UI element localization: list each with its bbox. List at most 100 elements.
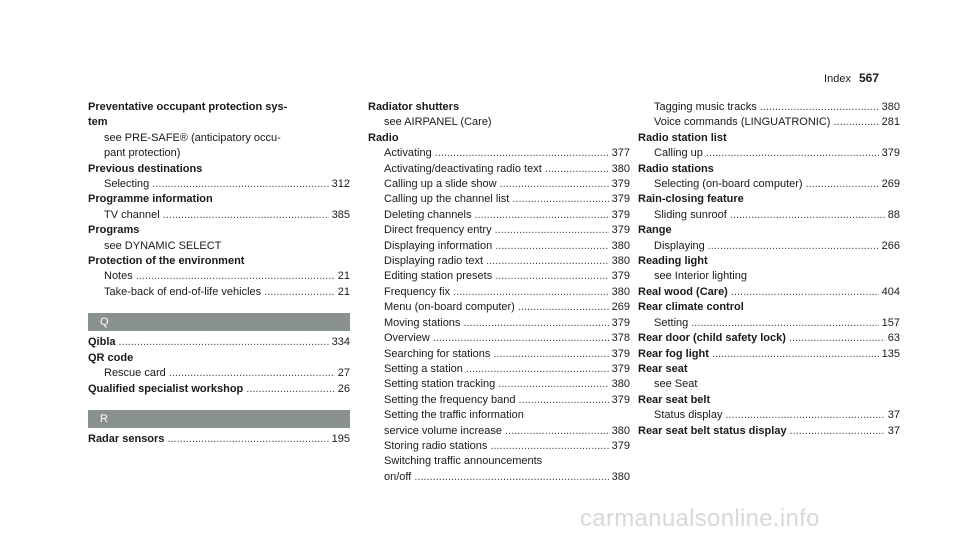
dot-leader xyxy=(466,362,609,377)
page-reference[interactable]: 37 xyxy=(887,409,900,422)
index-entry: Rain-closing feature xyxy=(638,192,900,207)
entry-text: Editing station presets xyxy=(384,270,493,283)
page-reference[interactable]: 27 xyxy=(337,367,350,380)
index-column-1: Preventative occupant protection sys-tem… xyxy=(88,100,350,447)
page-reference[interactable]: 266 xyxy=(881,239,900,252)
page-reference[interactable]: 281 xyxy=(881,116,900,129)
page-reference[interactable]: 380 xyxy=(611,424,630,437)
page-reference[interactable]: 88 xyxy=(887,208,900,221)
entry-text: Radiator shutters xyxy=(368,101,460,113)
page-reference[interactable]: 378 xyxy=(611,332,630,345)
entry-text: Rear seat belt status display xyxy=(638,424,787,437)
page-reference[interactable]: 380 xyxy=(611,162,630,175)
page-reference[interactable]: 380 xyxy=(611,378,630,391)
entry-text: Range xyxy=(638,224,672,237)
index-subentry: Calling up 379 xyxy=(638,146,900,161)
page-reference[interactable]: 312 xyxy=(331,178,350,191)
index-subentry: on/off 380 xyxy=(368,470,630,485)
page-reference[interactable]: 379 xyxy=(611,439,630,452)
page-reference[interactable]: 379 xyxy=(611,208,630,221)
page-reference[interactable]: 380 xyxy=(611,239,630,252)
index-subentry: Storing radio stations 379 xyxy=(368,439,630,454)
page-reference[interactable]: 377 xyxy=(611,147,630,160)
entry-text: see Interior lighting xyxy=(654,270,747,283)
dot-leader xyxy=(760,100,879,115)
index-label: Index xyxy=(824,73,851,85)
index-entry: Preventative occupant protection sys- xyxy=(88,100,350,115)
index-entry: Radar sensors 195 xyxy=(88,432,350,447)
entry-text: see PRE-SAFE® (anticipatory occu- xyxy=(104,131,281,144)
page-number: 567 xyxy=(858,71,879,85)
section-header: Q xyxy=(88,313,350,332)
index-entry: Qibla 334 xyxy=(88,335,350,350)
index-subentry: Deleting channels 379 xyxy=(368,208,630,223)
page-reference[interactable]: 379 xyxy=(611,362,630,375)
index-subentry: Setting the traffic information xyxy=(368,408,630,423)
page-reference[interactable]: 385 xyxy=(331,208,350,221)
page-reference[interactable]: 157 xyxy=(881,316,900,329)
page-reference[interactable]: 379 xyxy=(611,270,630,283)
page-reference[interactable]: 379 xyxy=(611,393,630,406)
index-entry: tem xyxy=(88,115,350,130)
index-subentry: Displaying 266 xyxy=(638,239,900,254)
page-reference[interactable]: 379 xyxy=(611,224,630,237)
entry-text: Rear fog light xyxy=(638,347,709,360)
index-subentry: service volume increase 380 xyxy=(368,424,630,439)
dot-leader xyxy=(474,208,608,223)
entry-text: Reading light xyxy=(638,255,708,268)
entry-text: see AIRPANEL (Care) xyxy=(384,116,492,129)
entry-text: Displaying xyxy=(654,239,705,252)
page-reference[interactable]: 334 xyxy=(331,336,350,349)
page-reference[interactable]: 404 xyxy=(881,285,900,298)
entry-text: Qibla xyxy=(88,336,116,349)
entry-text: Status display xyxy=(654,409,723,422)
entry-text: Overview xyxy=(384,332,430,345)
dot-leader xyxy=(790,424,885,439)
index-entry: Range xyxy=(638,223,900,238)
dot-leader xyxy=(119,335,329,350)
index-subentry: Status display 37 xyxy=(638,408,900,423)
page-reference[interactable]: 380 xyxy=(611,285,630,298)
page-reference[interactable]: 379 xyxy=(881,147,900,160)
page-reference[interactable]: 379 xyxy=(611,347,630,360)
page-reference[interactable]: 269 xyxy=(611,301,630,314)
page-reference[interactable]: 379 xyxy=(611,316,630,329)
page-reference[interactable]: 380 xyxy=(881,101,900,113)
dot-leader xyxy=(730,208,885,223)
page-reference[interactable]: 63 xyxy=(887,332,900,345)
entry-text: Rear door (child safety lock) xyxy=(638,332,786,345)
entry-text: Take-back of end-of-life vehicles xyxy=(104,285,262,298)
page-reference[interactable]: 380 xyxy=(611,470,630,483)
index-subentry: Setting the frequency band 379 xyxy=(368,393,630,408)
index-subentry: Moving stations 379 xyxy=(368,316,630,331)
entry-text: Selecting xyxy=(104,178,150,191)
index-entry: Radio stations xyxy=(638,162,900,177)
entry-text: Previous destinations xyxy=(88,162,203,175)
page-reference[interactable]: 21 xyxy=(337,285,350,298)
entry-text: tem xyxy=(88,116,108,129)
entry-text: Notes xyxy=(104,270,133,283)
index-subentry: Frequency fix 380 xyxy=(368,285,630,300)
page-reference[interactable]: 269 xyxy=(881,178,900,191)
page-reference[interactable]: 135 xyxy=(881,347,900,360)
dot-leader xyxy=(505,424,609,439)
page-reference[interactable]: 379 xyxy=(611,193,630,206)
page-reference[interactable]: 195 xyxy=(331,432,350,445)
index-entry: Protection of the environment xyxy=(88,254,350,269)
index-subentry: Selecting 312 xyxy=(88,177,350,192)
page-reference[interactable]: 37 xyxy=(887,424,900,437)
index-column-3: Tagging music tracks 380 Voice commands (L… xyxy=(638,100,900,439)
dot-leader xyxy=(463,316,608,331)
page-reference[interactable]: 380 xyxy=(611,255,630,268)
entry-text: Qualified specialist workshop xyxy=(88,382,244,395)
entry-text: on/off xyxy=(384,470,412,483)
dot-leader xyxy=(691,316,878,331)
index-entry: Programs xyxy=(88,223,350,238)
entry-text: Selecting (on-board computer) xyxy=(654,178,803,191)
index-subentry: Searching for stations 379 xyxy=(368,347,630,362)
index-entry: Rear door (child safety lock) 63 xyxy=(638,331,900,346)
page-reference[interactable]: 379 xyxy=(611,178,630,191)
dot-leader xyxy=(167,432,328,447)
page-reference[interactable]: 21 xyxy=(337,270,350,283)
page-reference[interactable]: 26 xyxy=(337,382,350,395)
